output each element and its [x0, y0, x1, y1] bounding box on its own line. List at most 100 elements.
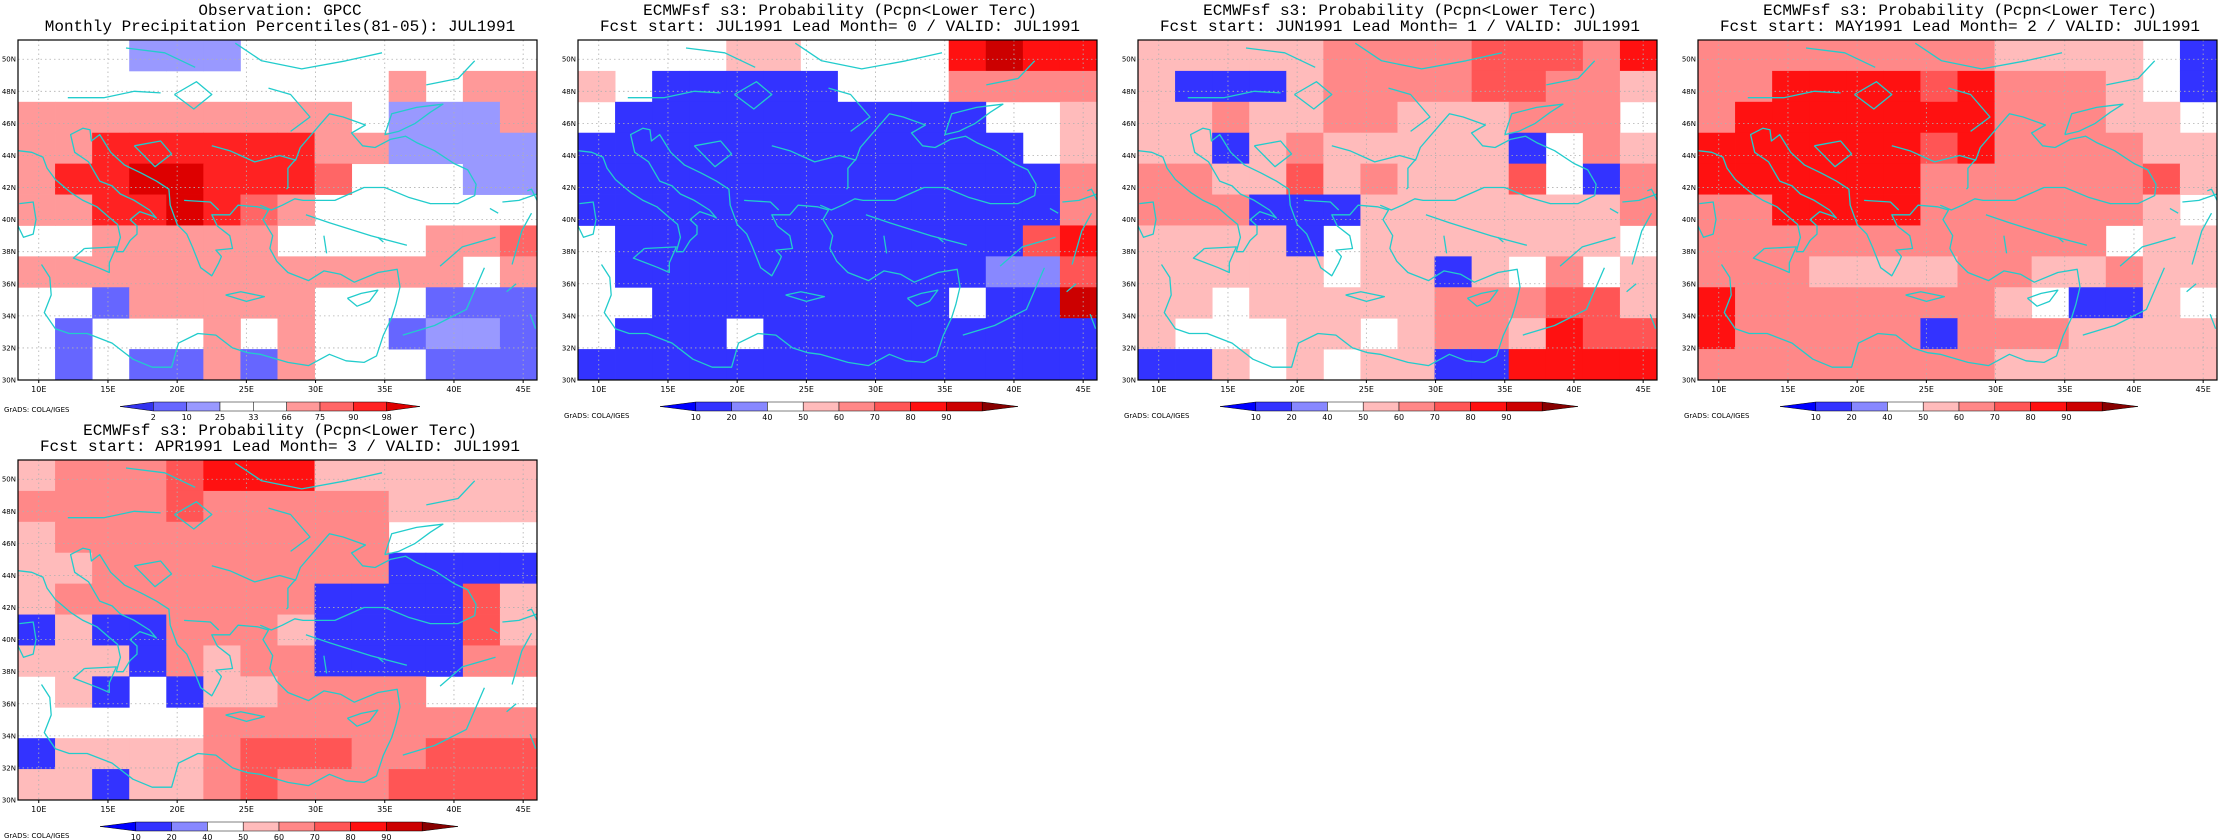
grid-cell — [92, 225, 130, 257]
grid-cell — [129, 40, 167, 72]
coastline — [377, 656, 384, 663]
grid-cell — [203, 707, 241, 739]
coastline — [2119, 236, 2176, 267]
grid-cell — [1175, 40, 1213, 72]
grid-cell — [129, 287, 167, 319]
legend-label: 60 — [834, 413, 844, 420]
grid-cell — [1545, 256, 1584, 288]
lat-tick-label: 50N — [562, 56, 576, 64]
lon-tick-label: 40E — [446, 385, 461, 394]
grid-cell — [1545, 101, 1584, 134]
panel-title-line-1: ECMWFsf s3: Probability (Pcpn<Lower Terc… — [1763, 2, 2157, 20]
grid-cell — [1772, 132, 1810, 165]
coastline — [18, 621, 37, 658]
grid-cell — [1212, 256, 1250, 288]
map-panel-2: ECMWFsf s3: Probability (Pcpn<Lower Terc… — [560, 0, 1120, 420]
legend-swatch — [659, 401, 697, 412]
coastline — [1443, 235, 1448, 254]
grid-cell — [1249, 225, 1287, 257]
coastline — [1752, 246, 1797, 274]
lat-tick-label: 38N — [2, 248, 16, 256]
legend-swatch — [731, 401, 768, 412]
legend-swatch — [278, 821, 316, 832]
coastline — [184, 619, 220, 631]
coastlines — [578, 42, 1097, 368]
grid-cell — [92, 287, 130, 319]
grid-cell — [425, 707, 464, 739]
legend-label: 80 — [906, 413, 916, 420]
coastline — [1546, 60, 1596, 86]
grid-cell — [615, 349, 653, 381]
grid-cell — [985, 318, 1024, 350]
grid-cell — [689, 225, 727, 257]
grid-cell — [2179, 318, 2218, 350]
grid-cell — [1434, 349, 1473, 381]
legend-swatch — [99, 821, 137, 832]
coastline — [305, 634, 408, 666]
grid-cell — [1212, 225, 1250, 257]
legend-label: 80 — [346, 833, 356, 840]
grid-cell — [1957, 225, 1995, 257]
lat-tick-label: 46N — [562, 120, 576, 128]
grid-cell — [462, 163, 501, 195]
grid-cell — [1619, 287, 1658, 319]
grid-cell — [92, 583, 130, 615]
grid-cell — [1059, 132, 1098, 165]
grid-cell — [314, 132, 353, 165]
legend-swatch — [1815, 401, 1852, 412]
lat-tick-label: 38N — [1682, 248, 1696, 256]
lon-tick-label: 45E — [2196, 385, 2211, 394]
grid-cell — [240, 707, 278, 739]
grid-cell — [763, 40, 801, 72]
grid-cell — [351, 132, 390, 165]
legend-label: 25 — [215, 413, 225, 420]
grads-credit: GrADS: COLA/IGES — [564, 412, 630, 420]
grid-cell — [1434, 163, 1473, 195]
legend-label: 10 — [1251, 413, 1261, 420]
grid-cell — [203, 256, 241, 288]
grid-cell — [1508, 40, 1547, 72]
coastline — [883, 235, 888, 254]
coastline — [1466, 289, 1499, 307]
lon-tick-label: 25E — [239, 805, 254, 814]
lon-tick-label: 15E — [1220, 385, 1235, 394]
grid-cell — [1545, 318, 1584, 350]
coastline — [426, 60, 476, 86]
grid-cell — [462, 707, 501, 739]
legend-label: 90 — [941, 413, 951, 420]
coastline — [323, 235, 328, 254]
grid-cell — [1212, 194, 1250, 226]
grid-cell — [203, 460, 241, 492]
map-svg: 10E 15E 20E 25E 30E 35E 40E 45E 30N 32N 34N 36N 38N 4… — [562, 39, 1098, 420]
grid-cell — [726, 40, 764, 72]
grid-cell — [837, 163, 875, 195]
grid-cell — [2105, 40, 2144, 72]
coastline — [906, 289, 939, 307]
legend-swatch — [1922, 401, 1960, 412]
grid-cell — [652, 287, 690, 319]
grid-cell — [462, 349, 501, 381]
lon-tick-label: 35E — [377, 805, 392, 814]
lat-tick-label: 42N — [2, 604, 16, 612]
grid-cell — [18, 521, 56, 554]
grid-cell — [1059, 194, 1098, 226]
grid-cell — [425, 101, 464, 134]
grid-cell — [18, 769, 56, 801]
lat-tick-label: 42N — [1122, 184, 1136, 192]
lon-tick-label: 40E — [1566, 385, 1581, 394]
lat-tick-label: 32N — [1122, 344, 1136, 352]
grid-cell — [1212, 70, 1250, 103]
grid-cell — [1994, 194, 2033, 226]
grid-cell — [18, 738, 56, 770]
lat-tick-label: 50N — [1682, 56, 1696, 64]
grid-cell — [1323, 101, 1361, 134]
grid-cell — [2179, 256, 2218, 288]
grid-cell — [2142, 256, 2181, 288]
grid-cell — [203, 287, 241, 319]
grid-cell — [1698, 132, 1736, 165]
grid-cell — [1883, 194, 1921, 226]
coastline — [1066, 283, 1077, 293]
coastline — [268, 87, 311, 132]
grid-cell — [129, 490, 167, 523]
grid-cell — [92, 163, 130, 195]
